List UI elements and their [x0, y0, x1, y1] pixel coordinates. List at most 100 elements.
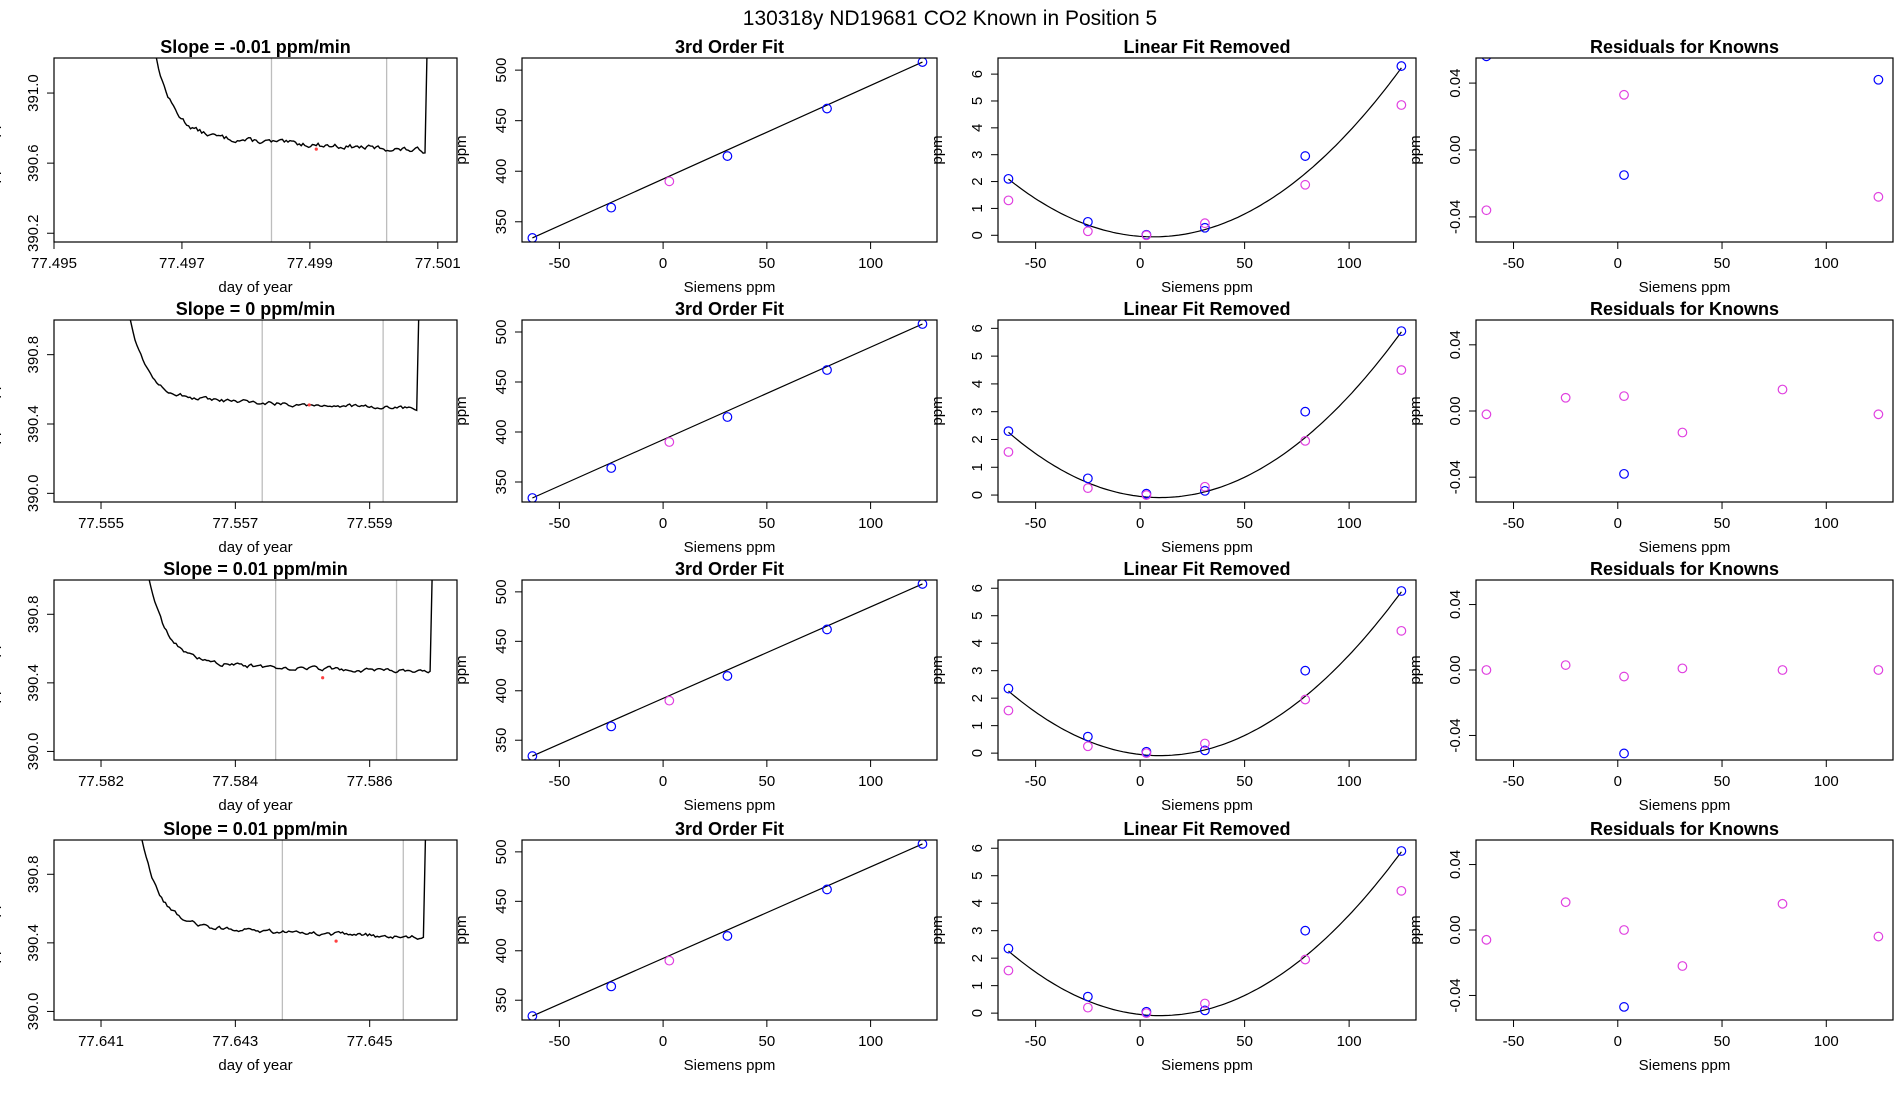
blue-data-point	[1396, 61, 1407, 71]
data-trace	[141, 840, 427, 940]
blue-data-point	[722, 151, 733, 161]
magenta-data-point	[1677, 663, 1688, 674]
y-tick-label: -0.04	[1447, 200, 1464, 234]
y-tick-label: 450	[493, 369, 510, 394]
x-tick-label: 100	[1814, 1033, 1839, 1050]
x-tick-label: 100	[858, 773, 883, 790]
fit-line	[532, 843, 923, 1017]
y-axis-label: ppm	[929, 655, 946, 684]
x-axis-label: Siemens ppm	[684, 1057, 776, 1074]
x-axis-label: Siemens ppm	[1161, 1057, 1253, 1074]
blue-data-point	[1619, 1002, 1629, 1012]
x-tick-label: 0	[1136, 255, 1144, 272]
y-tick-label: 0.00	[1447, 915, 1464, 944]
plot-area	[148, 580, 433, 760]
x-tick-label: 0	[659, 773, 667, 790]
x-tick-label: 50	[759, 255, 776, 272]
chart-panel: Residuals for Knowns Siemens ppm ppm -50 0 50…	[1407, 299, 1894, 556]
panel-title: Slope = 0.01 ppm/min	[163, 559, 348, 579]
magenta-data-point	[1200, 481, 1210, 492]
blue-data-point	[822, 884, 832, 895]
data-trace	[155, 58, 428, 154]
y-tick-label: 390.0	[25, 733, 42, 771]
plot-area	[1481, 897, 1884, 1012]
blue-data-point	[1003, 426, 1014, 437]
x-tick-label: -50	[1503, 773, 1525, 790]
y-tick-label: 3	[969, 927, 986, 935]
blue-data-point	[822, 365, 832, 375]
magenta-data-point	[1619, 671, 1629, 682]
y-tick-label: 400	[493, 678, 510, 703]
blue-data-point	[1200, 222, 1210, 233]
panel-title: Slope = 0 ppm/min	[176, 299, 336, 319]
panel-frame	[53, 319, 458, 503]
x-axis-label: Siemens ppm	[684, 279, 776, 296]
x-tick-label: 50	[1714, 255, 1731, 272]
x-tick-label: 100	[1337, 1033, 1362, 1050]
y-tick-label: 500	[493, 319, 510, 344]
panel-title: 3rd Order Fit	[675, 37, 784, 57]
x-tick-label: -50	[1503, 1033, 1525, 1050]
magenta-data-point	[1396, 365, 1407, 375]
blue-data-point	[917, 580, 928, 589]
y-tick-label: 350	[493, 209, 510, 234]
x-axis-label: Siemens ppm	[684, 797, 776, 814]
y-tick-label: 0.00	[1447, 135, 1464, 164]
mean-point	[334, 939, 338, 943]
x-axis-label: day of year	[218, 279, 292, 296]
blue-data-point	[1082, 731, 1093, 742]
magenta-data-point	[1677, 961, 1688, 971]
panel-frame	[1475, 57, 1894, 243]
y-tick-label: 6	[969, 584, 986, 592]
y-tick-label: 4	[969, 380, 986, 388]
chart-panel: Slope = 0 ppm/min day of year approx. ppm 7…	[0, 299, 458, 556]
plot-area	[1481, 384, 1884, 479]
chart-panel: Residuals for Knowns Siemens ppm ppm -50 0 50…	[1407, 37, 1894, 296]
x-tick-label: -50	[1025, 1033, 1047, 1050]
mean-point	[314, 147, 318, 151]
magenta-data-point	[1481, 934, 1492, 945]
magenta-data-point	[1777, 665, 1788, 675]
magenta-data-point	[1082, 483, 1093, 494]
plot-area	[1481, 660, 1884, 759]
x-tick-label: 0	[1136, 1033, 1144, 1050]
y-tick-label: 390.8	[25, 856, 42, 894]
x-tick-label: 77.559	[347, 515, 393, 532]
y-tick-label: -0.04	[1447, 978, 1464, 1012]
y-tick-label: 4	[969, 124, 986, 132]
y-tick-label: 350	[493, 988, 510, 1013]
y-tick-label: 390.4	[25, 405, 42, 443]
y-tick-label: 3	[969, 151, 986, 159]
magenta-data-point	[1873, 409, 1884, 420]
data-trace	[129, 320, 420, 412]
y-axis-label: approx. ppm	[0, 108, 2, 191]
blue-data-point	[1619, 748, 1629, 759]
magenta-data-point	[1300, 179, 1311, 190]
x-tick-label: 77.641	[78, 1033, 124, 1050]
y-tick-label: 0.04	[1447, 330, 1464, 359]
plot-area	[527, 58, 928, 242]
magenta-data-point	[1200, 998, 1210, 1009]
y-tick-label: 1	[969, 204, 986, 212]
x-tick-label: 50	[1236, 515, 1253, 532]
panel-title: 3rd Order Fit	[675, 559, 784, 579]
magenta-data-point	[1777, 384, 1788, 395]
y-tick-label: 0.04	[1447, 590, 1464, 619]
y-axis-label: ppm	[1407, 655, 1424, 684]
panel-frame	[1475, 579, 1894, 761]
chart-panel: 3rd Order Fit Siemens ppm ppm -50 0 50 100 350 4…	[453, 37, 938, 296]
x-tick-label: -50	[549, 515, 571, 532]
magenta-data-point	[1200, 738, 1210, 749]
blue-data-point	[1082, 216, 1093, 227]
plot-area	[129, 320, 420, 502]
y-tick-label: 0	[969, 491, 986, 499]
y-tick-label: 390.8	[25, 336, 42, 374]
x-tick-label: 77.582	[78, 773, 124, 790]
x-tick-label: 0	[1136, 515, 1144, 532]
y-tick-label: 400	[493, 159, 510, 184]
magenta-data-point	[1003, 965, 1014, 976]
panel-title: Linear Fit Removed	[1123, 299, 1290, 319]
y-tick-label: 0.04	[1447, 68, 1464, 97]
blue-data-point	[722, 671, 733, 681]
